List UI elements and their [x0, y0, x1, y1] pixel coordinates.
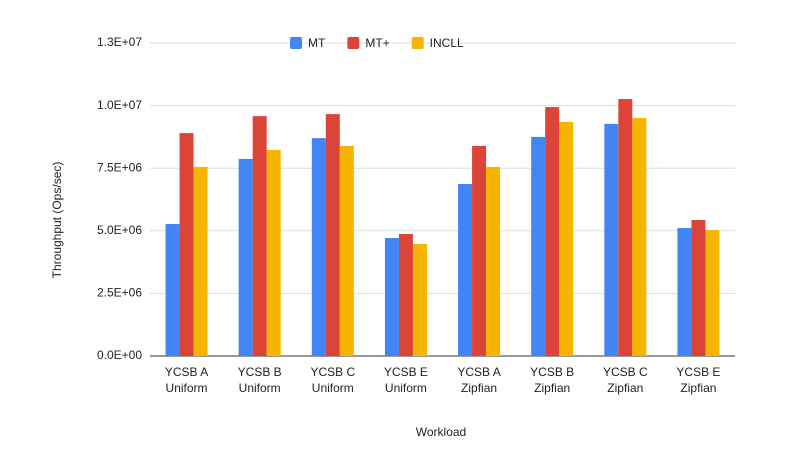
bar [252, 116, 267, 357]
x-tick-label: Zipfian [534, 381, 570, 395]
bar [545, 107, 560, 356]
x-tick-label: YCSB C [603, 365, 648, 379]
bar [412, 244, 427, 356]
bar [266, 149, 281, 356]
bar [458, 183, 473, 356]
bar [384, 238, 399, 356]
x-tick-label: Uniform [239, 381, 281, 395]
x-tick-label: YCSB A [165, 365, 208, 379]
x-tick-label: YCSB B [238, 365, 282, 379]
legend-label: MT [308, 36, 326, 50]
x-tick-label: Zipfian [607, 381, 643, 395]
legend-swatch [347, 37, 360, 49]
x-tick-label: YCSB E [676, 365, 720, 379]
x-tick-label: Uniform [385, 381, 427, 395]
y-axis-title: Throughput (Ops/sec) [50, 162, 64, 279]
y-tick-label: 7.5E+06 [97, 160, 142, 174]
x-tick-label: YCSB E [384, 365, 428, 379]
bar [311, 138, 326, 356]
bar [339, 145, 354, 356]
bar [165, 224, 180, 356]
x-tick-label: YCSB B [530, 365, 574, 379]
x-tick-label: Uniform [312, 381, 354, 395]
legend-label: INCLL [430, 36, 464, 50]
bar [238, 158, 253, 356]
y-tick-label: 0.0E+00 [97, 348, 142, 362]
bar [677, 228, 692, 356]
x-tick-label: Zipfian [461, 381, 497, 395]
x-tick-label: Uniform [166, 381, 208, 395]
y-tick-label: 1.0E+07 [97, 98, 142, 112]
bar [531, 136, 546, 356]
bar [472, 145, 487, 356]
bar [691, 220, 706, 356]
bar [559, 121, 574, 356]
y-tick-label: 1.3E+07 [97, 35, 142, 49]
x-tick-label: YCSB C [310, 365, 355, 379]
legend-swatch [290, 37, 302, 49]
legend-label: MT+ [365, 36, 389, 50]
x-tick-label: Zipfian [680, 381, 716, 395]
bar [618, 99, 633, 356]
legend-swatch [411, 37, 424, 49]
bar [705, 230, 720, 356]
bar [179, 133, 194, 356]
bar [632, 118, 647, 357]
bar [325, 114, 340, 356]
x-tick-label: YCSB A [457, 365, 500, 379]
y-tick-label: 2.5E+06 [97, 286, 142, 300]
y-tick-label: 5.0E+06 [97, 223, 142, 237]
bar [398, 234, 413, 356]
bar [193, 166, 208, 356]
x-axis-title: Workload [416, 425, 466, 439]
bar [486, 166, 501, 356]
bar [604, 123, 619, 356]
